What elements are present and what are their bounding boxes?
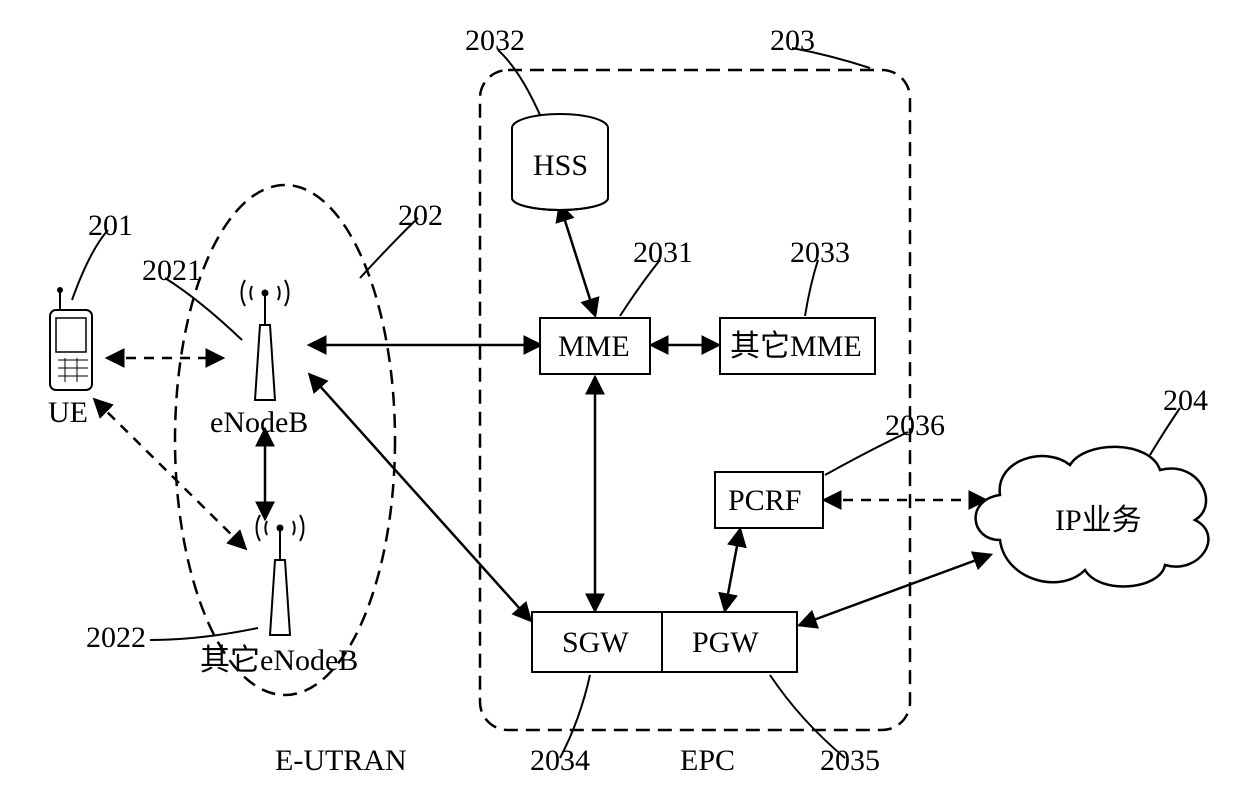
ip-label: IP业务 [1055, 504, 1142, 537]
enb-icon [242, 280, 289, 400]
ref-2034: 2034 [530, 744, 590, 777]
hss-label: HSS [533, 149, 588, 182]
link-pcrf-pgw [725, 530, 740, 610]
lte-architecture-diagram: UE eNodeB 其它eNodeB HSS MME 其它MME [0, 0, 1240, 798]
ref-204: 204 [1163, 384, 1208, 417]
enb2-label: 其它eNodeB [200, 644, 358, 677]
ref-2031: 2031 [633, 236, 693, 269]
ref-202: 202 [398, 199, 443, 232]
ref-2033: 2033 [790, 236, 850, 269]
link-pgw-ip [800, 555, 990, 625]
mme2-label: 其它MME [730, 330, 862, 363]
pcrf-label: PCRF [728, 484, 801, 517]
sgw-label: SGW [562, 626, 629, 659]
ue-icon [50, 287, 92, 390]
ref-2032: 2032 [465, 24, 525, 57]
ref-201: 201 [88, 209, 133, 242]
eutran-label: E-UTRAN [275, 744, 407, 777]
epc-label: EPC [680, 744, 735, 777]
ref-2035: 2035 [820, 744, 880, 777]
ref-2022: 2022 [86, 621, 146, 654]
ref-2036: 2036 [885, 409, 945, 442]
mme-label: MME [558, 330, 630, 363]
link-hss-mme [560, 205, 595, 315]
ue-label: UE [48, 396, 88, 429]
enb2-icon [257, 515, 304, 635]
pgw-label: PGW [692, 626, 759, 659]
enb-label: eNodeB [210, 406, 308, 439]
ref-203: 203 [770, 24, 815, 57]
link-enb-sgw [310, 375, 530, 620]
ref-2021: 2021 [142, 254, 202, 287]
